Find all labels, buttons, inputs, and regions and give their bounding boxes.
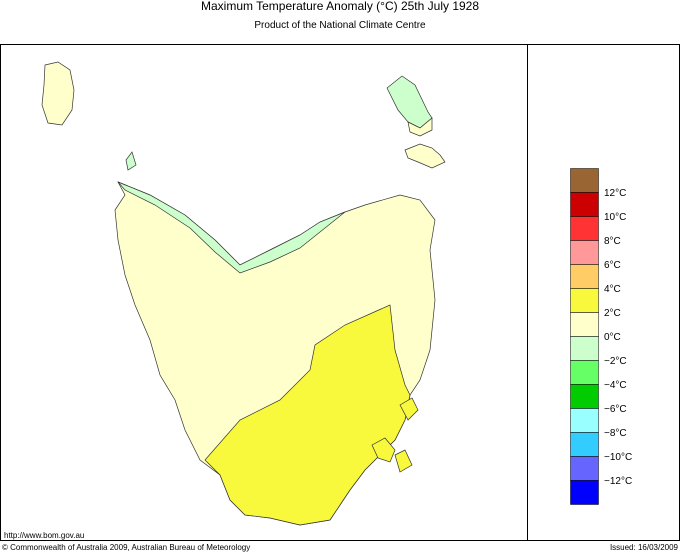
legend-label: −4°C <box>604 380 627 391</box>
legend-label: 4°C <box>604 284 621 295</box>
map <box>41 61 446 526</box>
legend-label: 0°C <box>604 332 621 343</box>
legend-label: 10°C <box>604 212 626 223</box>
legend-swatch <box>570 312 599 337</box>
legend-label: 2°C <box>604 308 621 319</box>
legend-label: 12°C <box>604 188 626 199</box>
legend-swatch <box>570 264 599 289</box>
legend-label: 6°C <box>604 260 621 271</box>
legend-swatch <box>570 336 599 361</box>
legend-label: −10°C <box>604 452 632 463</box>
footer-copyright: © Commonwealth of Australia 2009, Austra… <box>2 543 250 552</box>
footer-issued: Issued: 16/03/2009 <box>610 543 679 552</box>
positive-anomaly-region <box>204 304 411 526</box>
legend-swatch <box>570 480 599 505</box>
legend-label: 8°C <box>604 236 621 247</box>
legend-label: −6°C <box>604 404 627 415</box>
flinders-island-south <box>407 117 433 137</box>
legend-swatch <box>570 216 599 241</box>
island <box>394 449 413 473</box>
legend-swatch <box>570 408 599 433</box>
subtitle: Product of the National Climate Centre <box>254 20 426 31</box>
legend-swatch <box>570 432 599 457</box>
legend: 12°C 10°C 8°C 6°C 4°C 2°C 0°C −2°C −4°C −6°C −8°C −… <box>570 168 632 505</box>
king-island <box>41 61 75 126</box>
footer-url: http://www.bom.gov.au <box>4 531 84 540</box>
cape-barren-island <box>404 143 446 169</box>
legend-swatch <box>570 456 599 481</box>
island <box>371 437 396 463</box>
legend-label: −8°C <box>604 428 627 439</box>
island <box>399 397 419 421</box>
title: Maximum Temperature Anomaly (°C) 25th Ju… <box>201 0 479 13</box>
legend-swatch <box>570 192 599 217</box>
negative-anomaly-region <box>117 181 346 274</box>
legend-label: −2°C <box>604 356 627 367</box>
legend-swatch <box>570 168 599 193</box>
legend-swatch <box>570 360 599 385</box>
legend-swatch <box>570 288 599 313</box>
flinders-island-north <box>386 75 433 129</box>
legend-swatch <box>570 384 599 409</box>
legend-swatch <box>570 240 599 265</box>
island <box>125 151 137 171</box>
legend-label: −12°C <box>604 476 632 487</box>
